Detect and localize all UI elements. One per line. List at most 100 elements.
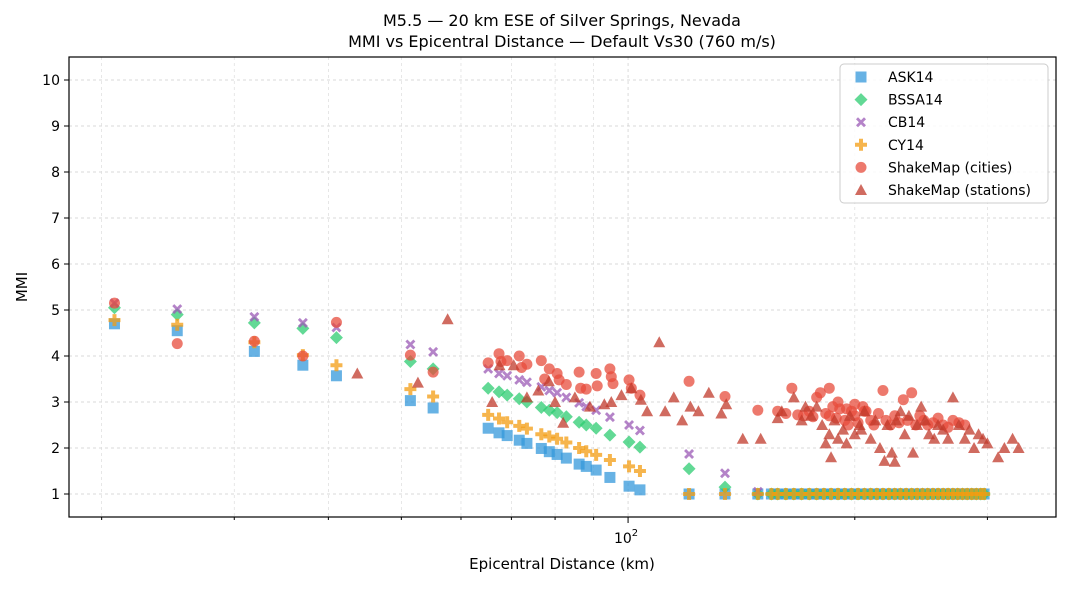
y-tick-label: 2 [51,441,60,457]
data-point [579,418,593,432]
data-point [683,375,695,387]
y-tick-label: 4 [51,349,60,365]
data-point [752,404,764,416]
data-point [573,458,585,470]
data-point [894,405,907,417]
data-point [898,428,911,440]
data-point [823,428,836,440]
data-point [684,400,697,412]
legend-label: ASK14 [888,70,934,86]
legend-marker [855,161,867,173]
data-point [787,391,800,403]
data-point [907,446,920,458]
data-point [810,488,823,500]
data-point [590,464,602,476]
data-point [513,434,525,446]
data-point [702,386,715,398]
legend: ASK14 BSSA14 CB14 CY14 ShakeMap (cities) Shak… [839,63,1049,204]
data-point [805,409,818,421]
data-point [992,451,1005,463]
data-point [902,409,915,421]
data-point [837,423,850,435]
chart-subtitle: MMI vs Epicentral Distance — Default Vs3… [348,32,776,51]
data-point [978,488,991,500]
data-point [958,432,971,444]
data-point [551,448,563,460]
data-point [787,488,800,500]
data-point [542,375,555,387]
data-point [171,338,183,350]
data-point [718,480,732,494]
data-point [501,430,513,442]
data-point [625,382,638,394]
data-point [560,452,572,464]
data-point [799,400,812,412]
legend-label: BSSA14 [888,93,943,109]
data-point [411,376,424,388]
data-point [501,416,514,429]
data-point [877,385,889,396]
data-point [928,432,941,444]
data-point [906,387,918,399]
data-point [624,420,635,430]
data-point [634,484,646,496]
y-axis-label: MMI [13,272,31,302]
legend-label: ShakeMap (stations) [888,183,1031,199]
data-point [676,414,689,426]
data-point [604,412,615,423]
data-point [441,313,454,325]
data-point [719,488,732,500]
data-point [493,412,506,425]
legend-marker [855,71,867,83]
data-point [172,304,183,315]
legend-marker [855,184,867,195]
data-point [736,432,749,444]
data-point [521,377,532,388]
data-point [682,462,696,476]
data-point [823,382,835,394]
plot-frame [68,56,1057,518]
data-point [623,480,635,492]
data-point [404,383,417,396]
data-point [561,392,572,403]
data-point [591,380,603,392]
data-point [427,390,440,403]
data-point [494,368,505,379]
data-point [428,346,439,357]
data-point [568,391,581,403]
y-tick-label: 5 [51,303,60,319]
data-point [858,405,871,417]
data-point [919,414,932,426]
x-tick-base: 10 [614,531,632,547]
data-point [329,331,343,345]
data-point [845,488,858,500]
data-point [1012,442,1025,453]
data-point [890,414,903,426]
data-point [852,488,865,500]
data-point [521,437,533,449]
data-point [795,488,808,500]
data-point [248,345,260,357]
data-point [549,396,562,407]
y-tick-label: 3 [51,395,60,411]
data-point [864,488,877,500]
data-point [946,391,959,403]
data-point [551,432,564,445]
data-point [590,367,602,379]
data-point [493,427,505,439]
data-point [580,460,592,472]
data-point [404,349,416,361]
data-point [848,428,861,440]
data-point [828,414,841,426]
x-tick-exponent: 2 [632,528,638,539]
data-point [108,297,120,309]
data-point [573,442,586,454]
data-point [604,471,616,483]
data-point [817,488,830,500]
y-tick-label: 8 [51,165,60,181]
data-point [684,448,695,459]
data-point [427,402,439,414]
data-point [543,446,555,458]
data-point [550,406,564,420]
